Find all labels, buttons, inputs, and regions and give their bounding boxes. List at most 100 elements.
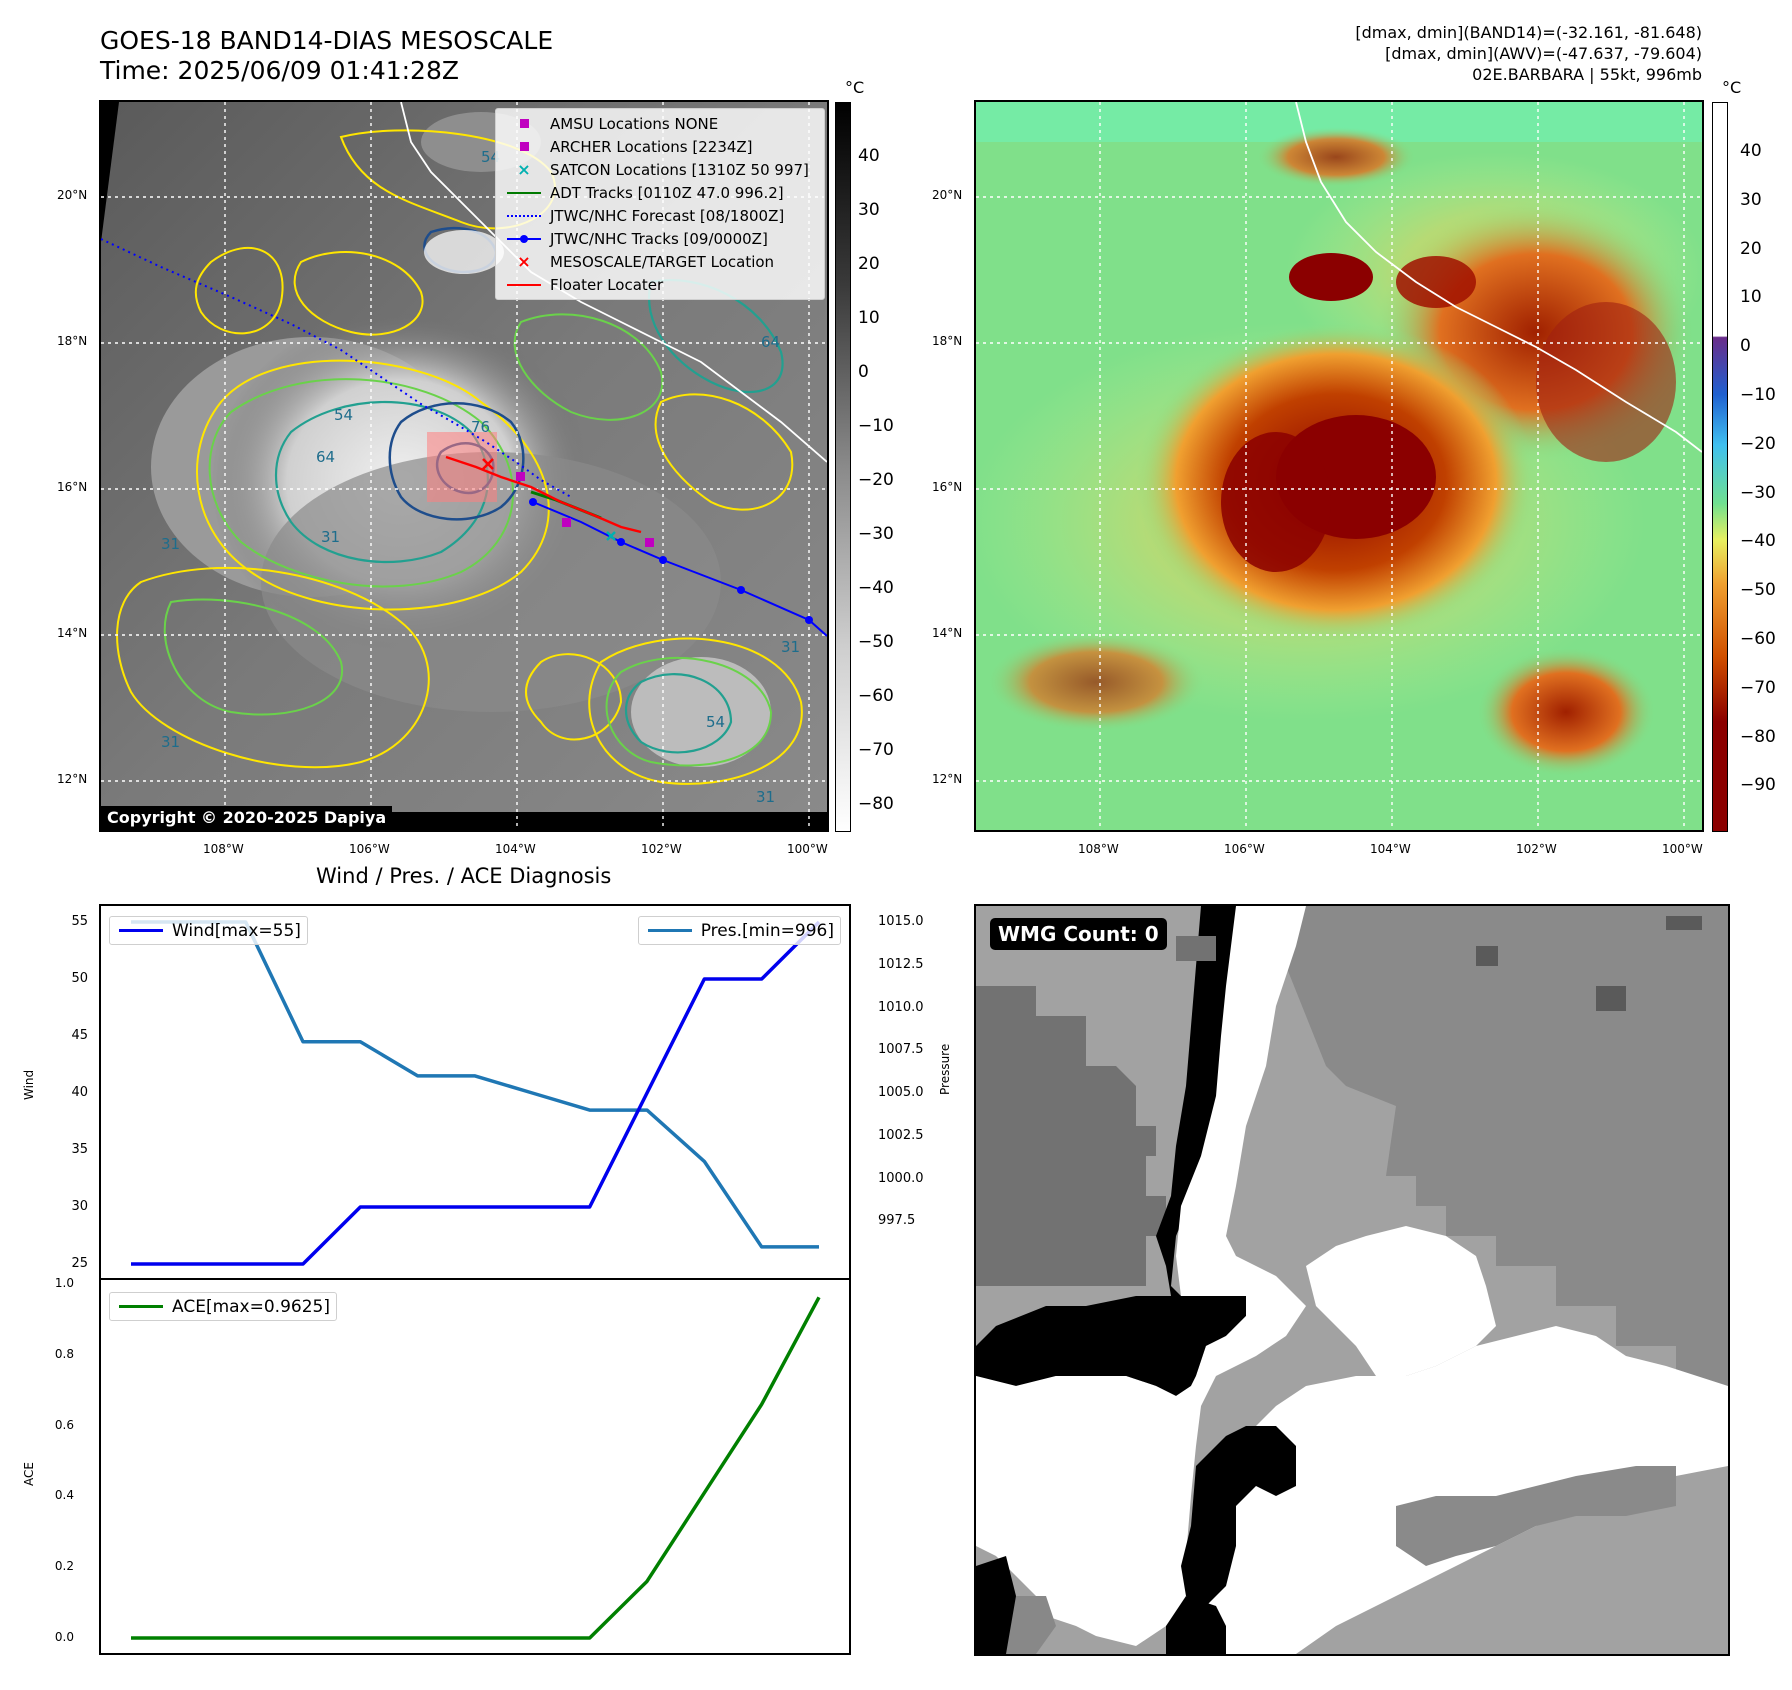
lon-tick: 106°W: [1224, 842, 1265, 856]
lon-tick: 106°W: [349, 842, 390, 856]
wind-ytick: 45: [71, 1028, 88, 1043]
contour-label: 54: [706, 713, 725, 731]
wind-pressure-chart: Wind[max=55] Pres.[min=996]: [99, 904, 851, 1280]
pressure-line: [131, 920, 819, 1249]
pressure-axis-label: Pressure: [938, 1043, 952, 1095]
wind-legend-label: Wind[max=55]: [172, 920, 301, 941]
lon-tick: 100°W: [787, 842, 828, 856]
contour-label: 31: [321, 528, 340, 546]
lon-tick: 102°W: [1516, 842, 1557, 856]
ace-ytick: 0.2: [54, 1559, 74, 1574]
wind-line: [131, 920, 821, 1266]
colorbar-tick: −30: [1740, 482, 1776, 503]
legend-label: SATCON Locations [1310Z 50 997]: [550, 160, 809, 179]
legend-item: × SATCON Locations [1310Z 50 997]: [504, 158, 816, 181]
wind-ytick: 50: [71, 971, 88, 986]
colorbar-tick: 10: [858, 308, 880, 328]
map-legend: AMSU Locations NONE ARCHER Locations [223…: [495, 108, 825, 300]
colorbar-tick: −80: [858, 794, 894, 814]
contour-label: 31: [161, 733, 180, 751]
pressure-ytick: 1002.5: [878, 1127, 924, 1143]
title-line-1: GOES-18 BAND14-DIAS MESOSCALE: [100, 26, 554, 55]
lon-tick: 108°W: [203, 842, 244, 856]
ace-line-swatch: [119, 1305, 163, 1308]
contour-label: 31: [161, 535, 180, 553]
lon-tick: 104°W: [1370, 842, 1411, 856]
contour-label: 64: [316, 448, 335, 466]
legend-label: AMSU Locations NONE: [550, 114, 719, 133]
colorbar-tick: 0: [1740, 336, 1751, 357]
colorbar-tick: −60: [858, 686, 894, 706]
contour-label: 31: [756, 788, 775, 806]
ace-ytick: 0.0: [54, 1630, 74, 1644]
ace-legend: ACE[max=0.9625]: [109, 1292, 337, 1321]
band14-map-panel: 54 64 64 76 31 31 31 31 54 31 54 AMSU Lo…: [99, 100, 829, 832]
lat-tick: 12°N: [57, 772, 88, 786]
info-storm: 02E.BARBARA | 55kt, 996mb: [1472, 65, 1702, 84]
jtwc-forecast-line: [101, 238, 572, 498]
legend-symbol: [504, 214, 544, 217]
figure-title: GOES-18 BAND14-DIAS MESOSCALE Time: 2025…: [100, 26, 553, 86]
colorbar-tick: −50: [858, 632, 894, 652]
wind-legend: Wind[max=55]: [109, 916, 308, 945]
contour-label: 54: [334, 406, 353, 424]
wind-line-swatch: [119, 929, 163, 932]
pressure-ytick: 1000.0: [878, 1170, 924, 1186]
ace-ytick: 0.6: [54, 1417, 74, 1432]
legend-item: × MESOSCALE/TARGET Location: [504, 250, 816, 273]
wind-ytick: 55: [71, 914, 88, 929]
colorbar-tick: −70: [1740, 677, 1776, 698]
contour-label: 31: [781, 638, 800, 656]
copyright: Copyright © 2020-2025 Dapiya: [101, 806, 393, 829]
colorbar-tick: −20: [858, 470, 894, 490]
ace-ytick: 1.0: [54, 1276, 74, 1290]
lat-tick: 16°N: [57, 480, 88, 494]
colorbar-tick: −10: [1740, 385, 1776, 405]
pressure-ytick: 1012.5: [878, 956, 924, 972]
wmg-count-badge: WMG Count: 0: [990, 918, 1167, 950]
colorbar-tick: 40: [858, 146, 880, 166]
awv-map-svg: [976, 102, 1702, 830]
pressure-ytick: 1010.0: [878, 999, 924, 1015]
colorbar-tick: 40: [1740, 141, 1762, 161]
pressure-ytick: 997.5: [878, 1213, 916, 1229]
info-awv: [dmax, dmin](AWV)=(-47.637, -79.604): [1385, 44, 1702, 63]
info-band14: [dmax, dmin](BAND14)=(-32.161, -81.648): [1355, 23, 1702, 42]
lon-tick: 104°W: [495, 842, 536, 856]
colorbar-tick: 20: [858, 254, 880, 274]
wind-ytick: 35: [71, 1142, 88, 1157]
ace-svg: [131, 1296, 821, 1640]
ace-ytick: 0.4: [54, 1488, 74, 1503]
colorbar-unit: °C: [1722, 78, 1742, 97]
colorbar-tick: 0: [858, 362, 869, 382]
storm-info: [dmax, dmin](BAND14)=(-32.161, -81.648) …: [1355, 22, 1702, 85]
colorbar-tick: 30: [858, 200, 880, 220]
ace-line: [131, 1296, 821, 1640]
title-line-2: Time: 2025/06/09 01:41:28Z: [100, 56, 459, 85]
colorbar-tick: −70: [858, 740, 894, 760]
lat-tick: 14°N: [932, 626, 963, 640]
lat-tick: 20°N: [932, 188, 963, 202]
band14-colorbar: [835, 102, 851, 832]
legend-symbol: [504, 142, 544, 151]
wind-pressure-svg: [131, 920, 821, 1266]
lon-tick: 108°W: [1078, 842, 1119, 856]
lat-tick: 16°N: [932, 480, 963, 494]
colorbar-tick: −90: [1740, 775, 1776, 796]
legend-label: JTWC/NHC Forecast [08/1800Z]: [550, 206, 785, 225]
wind-ytick: 25: [71, 1256, 88, 1271]
colorbar-tick: −30: [858, 524, 894, 544]
awv-map-panel: [974, 100, 1704, 832]
legend-item: ARCHER Locations [2234Z]: [504, 135, 816, 158]
contour-label: 76: [471, 418, 490, 436]
legend-label: ADT Tracks [0110Z 47.0 996.2]: [550, 183, 784, 202]
pressure-ytick: 1015.0: [878, 914, 924, 929]
awv-colorbar: [1712, 102, 1728, 832]
colorbar-tick: 30: [1740, 189, 1762, 210]
colorbar-tick: −80: [1740, 726, 1776, 747]
lat-tick: 12°N: [932, 772, 963, 786]
legend-symbol: [504, 119, 544, 128]
legend-item: AMSU Locations NONE: [504, 112, 816, 135]
pressure-ytick: 1005.0: [878, 1085, 924, 1100]
diagnosis-title: Wind / Pres. / ACE Diagnosis: [316, 864, 612, 888]
